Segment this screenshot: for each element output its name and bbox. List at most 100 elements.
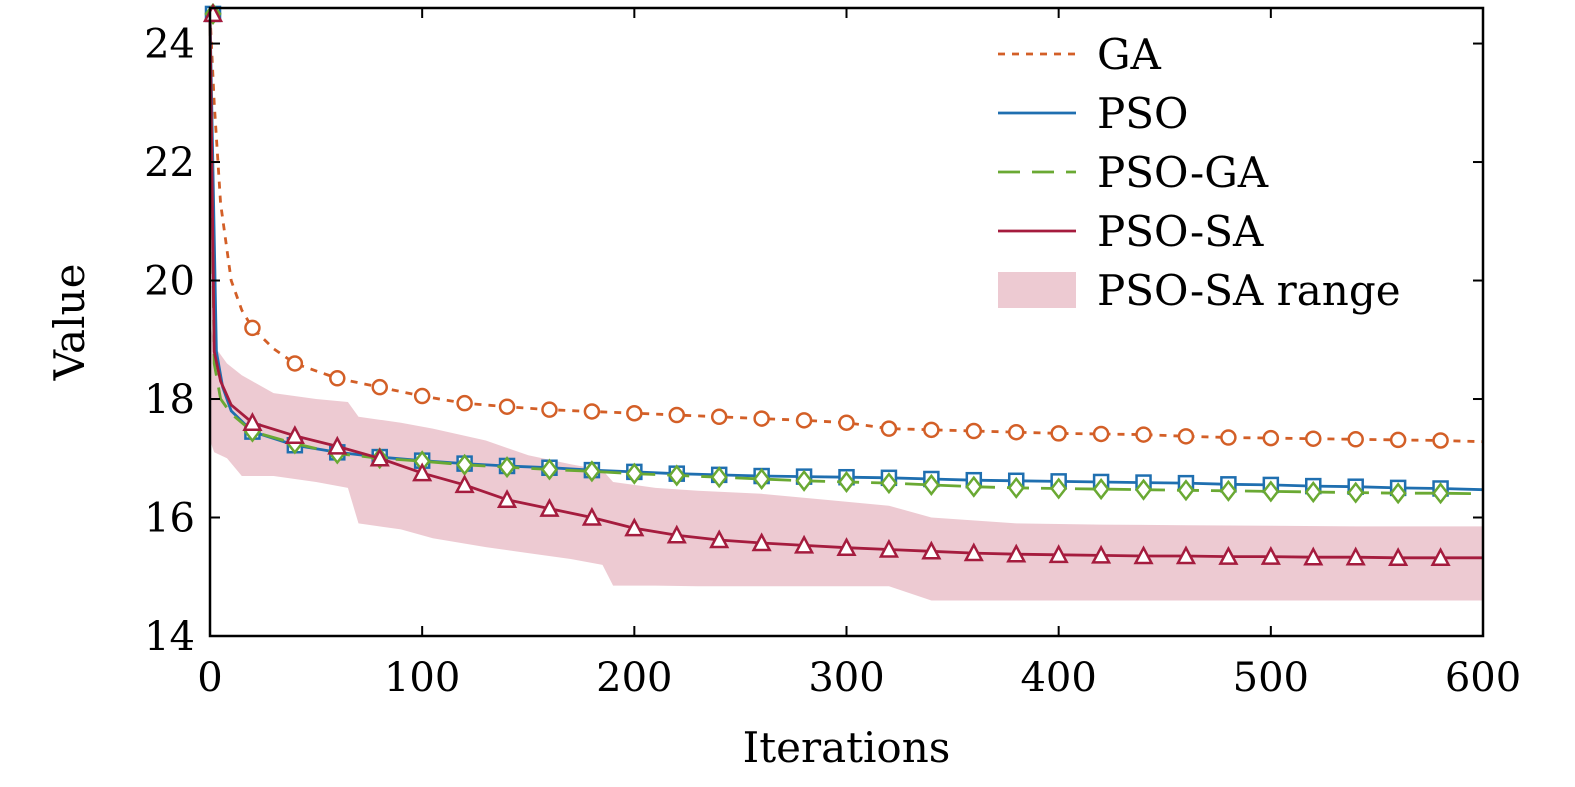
point-pso-ga: [583, 460, 601, 483]
point-pso-ga: [1262, 480, 1280, 503]
axis-ticks: 0 100 200 300 400 500 600 14 16 18 20 22 24: [144, 8, 1521, 701]
point-ga: [1092, 425, 1110, 443]
point-pso-sa: [709, 529, 730, 549]
point-pso-ga: [1389, 482, 1407, 505]
point-pso-sa: [1388, 547, 1409, 567]
x-tick-label: 500: [1233, 655, 1309, 701]
point-pso-ga: [1304, 480, 1322, 504]
point-pso-ga: [753, 467, 771, 491]
point-pso-ga: [1050, 477, 1068, 500]
point-pso-ga: [1219, 479, 1237, 502]
point-pso-sa: [624, 517, 645, 537]
point-pso-ga: [837, 470, 856, 493]
point-ga: [1347, 431, 1364, 448]
point-ga: [1007, 423, 1025, 441]
point-pso-sa: [369, 447, 390, 467]
legend-label-ga: GA: [1097, 30, 1162, 79]
point-ga: [1432, 432, 1449, 449]
point-pso-sa: [878, 538, 900, 558]
point-pso-ga: [668, 464, 686, 487]
point-pso-sa: [793, 534, 815, 554]
point-ga: [880, 420, 898, 437]
point-pso-ga: [1134, 478, 1153, 501]
point-ga: [583, 403, 601, 420]
y-tick-label: 16: [144, 496, 195, 542]
legend-label-pso-ga: PSO-GA: [1097, 148, 1269, 197]
point-ga: [1177, 428, 1195, 445]
point-pso-ga: [1431, 482, 1450, 505]
point-ga: [965, 422, 983, 440]
point-pso-sa: [1048, 544, 1069, 564]
point-pso-ga: [1092, 478, 1110, 501]
point-pso-ga: [795, 469, 813, 492]
y-tick-label: 22: [144, 140, 195, 186]
point-pso-sa: [1430, 547, 1451, 567]
x-tick-label: 100: [384, 655, 460, 701]
point-ga: [795, 412, 813, 429]
pso-sa-range-layer: [210, 322, 1483, 601]
series-layer: [202, 2, 1484, 567]
point-ga: [329, 370, 346, 387]
point-ga: [1389, 431, 1407, 449]
point-pso-sa: [496, 489, 518, 508]
point-ga: [413, 387, 431, 405]
point-ga: [498, 398, 516, 415]
point-pso-sa: [1345, 546, 1366, 566]
point-pso-sa: [412, 462, 433, 482]
point-pso-ga: [1007, 476, 1025, 499]
y-tick-label: 20: [144, 259, 195, 305]
point-ga: [244, 319, 261, 337]
legend: GA PSO PSO-GA PSO-SA PSO-SA range: [998, 30, 1401, 315]
point-pso-ga: [625, 462, 643, 485]
series-line-pso-sa: [208, 13, 1483, 560]
x-tick-label: 200: [596, 655, 672, 701]
x-tick-label: 300: [808, 655, 884, 701]
point-ga: [1305, 430, 1322, 447]
pso-sa-range-band: [210, 322, 1483, 601]
point-pso-ga: [1177, 479, 1195, 502]
point-pso-ga: [540, 458, 559, 481]
point-ga: [286, 355, 304, 372]
point-pso-sa: [1303, 546, 1324, 566]
point-pso-sa: [1260, 545, 1281, 565]
point-ga: [1050, 425, 1067, 442]
point-ga: [710, 408, 728, 426]
point-pso-ga: [498, 456, 516, 479]
series-pso-ga: [204, 2, 1484, 505]
x-tick-label: 400: [1020, 655, 1096, 701]
point-pso-sa: [454, 474, 475, 494]
x-tick-label: 600: [1445, 655, 1521, 701]
point-ga: [753, 410, 770, 427]
point-ga: [456, 394, 473, 412]
point-ga: [626, 404, 643, 422]
series-ga: [204, 5, 1484, 449]
point-pso-ga: [965, 475, 983, 498]
point-pso-sa: [1218, 545, 1239, 565]
x-axis-label: Iterations: [743, 723, 951, 772]
point-ga: [541, 401, 558, 418]
point-pso-sa: [751, 532, 772, 552]
point-pso-sa: [836, 537, 857, 556]
point-pso-sa: [1091, 544, 1112, 564]
y-tick-label: 24: [144, 22, 195, 68]
legend-label-pso: PSO: [1097, 89, 1188, 138]
y-tick-label: 14: [144, 614, 195, 660]
series-line-pso-ga: [208, 13, 1484, 496]
point-pso-ga: [880, 472, 898, 495]
point-ga: [668, 406, 686, 424]
point-pso-ga: [710, 466, 728, 489]
y-axis-label: Value: [45, 264, 94, 382]
y-tick-label: 18: [144, 377, 195, 423]
point-pso-sa: [327, 435, 348, 455]
point-pso-sa: [1175, 545, 1197, 565]
point-pso-ga: [456, 453, 474, 476]
point-ga: [1220, 429, 1237, 446]
point-ga: [1135, 426, 1152, 443]
point-pso-sa: [284, 425, 305, 445]
point-pso-ga: [1347, 481, 1365, 504]
legend-label-pso-sa: PSO-SA: [1097, 207, 1264, 256]
point-ga: [923, 421, 940, 439]
point-pso-sa: [666, 524, 687, 544]
point-pso-sa: [242, 412, 263, 431]
